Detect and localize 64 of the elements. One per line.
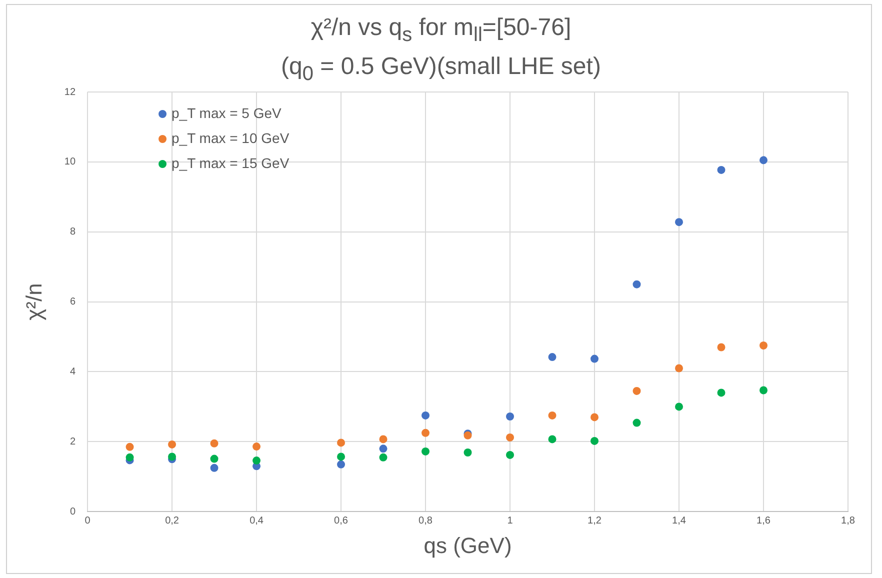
x-tick-label: 1,4: [672, 515, 686, 526]
point: [126, 453, 134, 462]
point: [126, 442, 134, 451]
point: [337, 438, 346, 447]
x-tick-label: 0,4: [250, 515, 264, 526]
point: [590, 436, 599, 445]
point: [422, 411, 430, 420]
point: [506, 412, 514, 420]
y-tick-label: 12: [64, 86, 76, 98]
point: [632, 280, 641, 288]
point: [506, 433, 514, 442]
legend-label: p_T max = 10 GeV: [172, 130, 290, 146]
y-tick-label: 0: [70, 506, 76, 518]
y-tick-label: 8: [70, 226, 76, 238]
point: [422, 447, 430, 456]
point: [506, 450, 514, 459]
point: [252, 442, 261, 451]
point: [632, 386, 641, 395]
point: [168, 452, 176, 461]
legend-label: p_T max = 15 GeV: [172, 154, 290, 171]
point: [210, 454, 218, 463]
y-tick-label: 10: [64, 156, 76, 168]
point: [717, 343, 726, 352]
legend-label: p_T max = 5 GeV: [172, 104, 282, 121]
point: [379, 453, 388, 462]
chart-title: χ²/n vs q$_{s}$ for m$_{ll}$=[50-76]: [310, 13, 572, 48]
x-tick-label: 0,2: [165, 515, 180, 526]
point: [548, 353, 556, 362]
point: [210, 464, 218, 472]
x-tick-label: 0: [84, 515, 91, 526]
y-tick-label: 2: [70, 436, 76, 448]
x-tick-label: 1,8: [841, 515, 856, 526]
point: [548, 411, 556, 420]
x-axis-title: qs (GeV): [424, 532, 512, 558]
y-axis-title: χ²/n: [21, 283, 46, 320]
point: [632, 418, 641, 427]
x-tick-label: 0,6: [334, 515, 348, 526]
point: [210, 439, 218, 448]
point: [548, 435, 556, 444]
point: [337, 460, 346, 468]
x-tick-label: 1,2: [588, 515, 602, 526]
point: [379, 444, 388, 453]
point: [675, 218, 684, 226]
point: [422, 428, 430, 437]
point: [464, 448, 472, 457]
chart-subtitle: (q$_{0}$ = 0.5 GeV)(small LHE set): [281, 52, 601, 85]
point: [760, 386, 768, 394]
x-tick-label: 0,8: [418, 515, 433, 526]
point: [675, 402, 684, 411]
point: [590, 354, 599, 363]
x-tick-label: 1: [507, 515, 514, 526]
point: [379, 435, 388, 444]
x-tick-label: 1,6: [756, 515, 771, 526]
point: [717, 388, 726, 397]
point: [675, 364, 684, 372]
point: [337, 452, 346, 461]
point: [252, 456, 261, 465]
point: [590, 413, 599, 422]
point: [717, 166, 726, 174]
point: [168, 440, 176, 448]
point: [760, 342, 768, 350]
y-tick-label: 4: [70, 366, 76, 378]
point: [760, 156, 768, 164]
y-tick-label: 6: [70, 296, 76, 308]
